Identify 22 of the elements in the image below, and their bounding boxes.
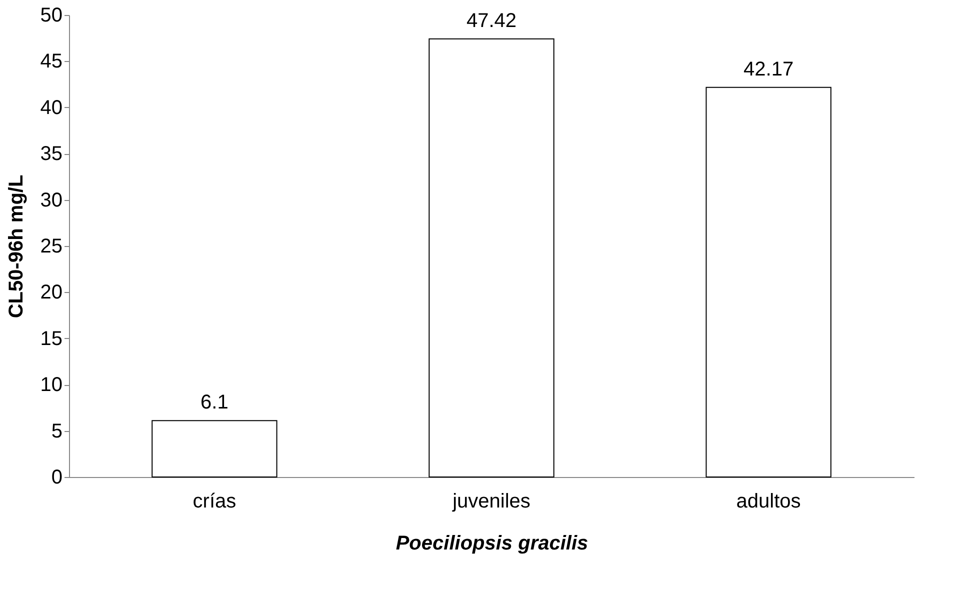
bar bbox=[152, 420, 278, 478]
y-tick-label: 20 bbox=[40, 282, 62, 304]
x-axis-title: Poeciliopsis gracilis bbox=[396, 532, 588, 554]
x-tick-label: crías bbox=[192, 490, 236, 512]
data-label: 47.42 bbox=[466, 10, 517, 32]
x-tick-label: adultos bbox=[736, 490, 801, 512]
y-axis-title: CL50-96h mg/L bbox=[5, 174, 28, 318]
y-tick-label: 25 bbox=[40, 236, 62, 258]
y-tick-label: 30 bbox=[40, 189, 62, 212]
y-tick-label: 5 bbox=[51, 420, 62, 442]
y-tick-label: 35 bbox=[40, 143, 62, 166]
y-tick-label: 10 bbox=[40, 374, 62, 396]
y-tick-label: 0 bbox=[51, 466, 62, 488]
data-label: 6.1 bbox=[200, 392, 228, 414]
data-label: 42.17 bbox=[744, 58, 794, 80]
x-tick-label: juveniles bbox=[452, 490, 530, 512]
bar bbox=[428, 38, 554, 478]
bar bbox=[706, 86, 832, 478]
y-tick-label: 40 bbox=[40, 96, 62, 119]
y-tick-label: 15 bbox=[40, 328, 62, 350]
y-tick-label: 45 bbox=[40, 50, 62, 73]
y-tick-label: 50 bbox=[40, 4, 62, 26]
